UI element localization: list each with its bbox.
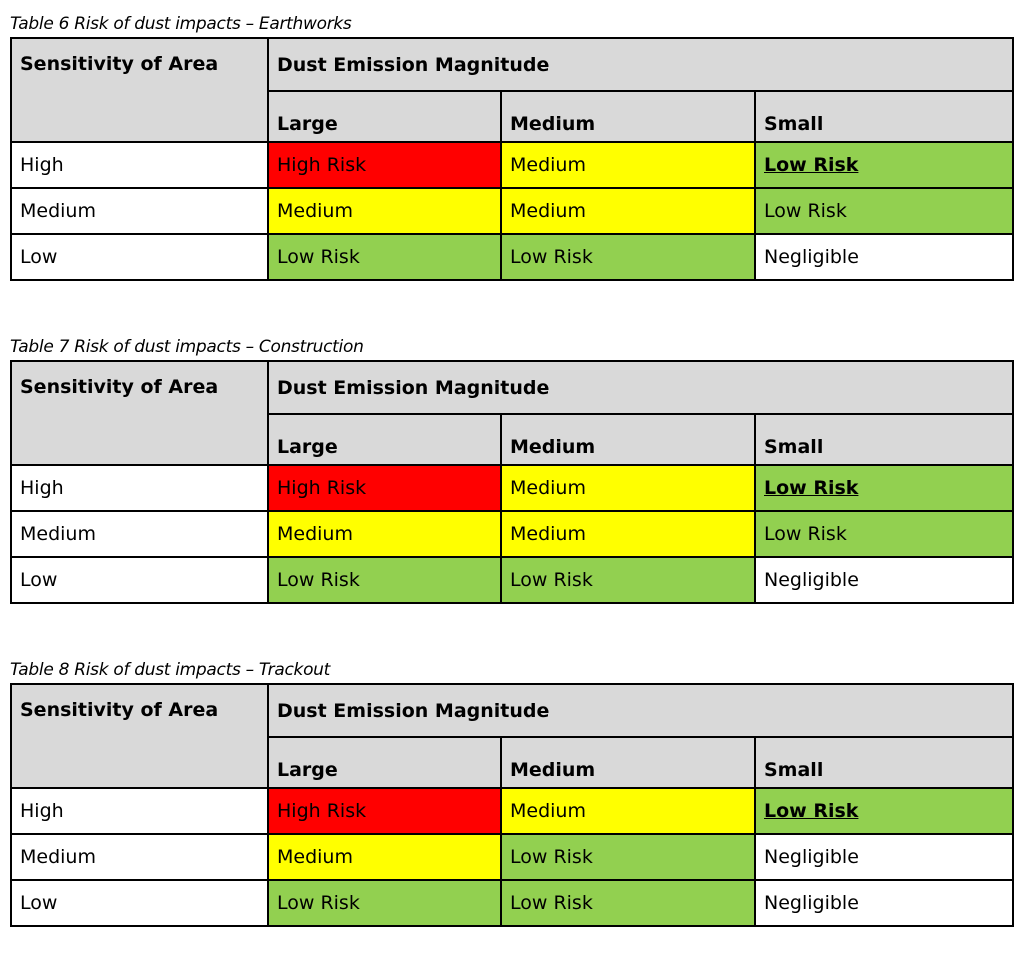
row-label: High (10, 141, 269, 189)
column-header: Medium (500, 413, 756, 466)
row-label: High (10, 464, 269, 512)
risk-cell: Low Risk (500, 556, 756, 604)
risk-cell: Medium (267, 510, 502, 558)
risk-cell: Low Risk (500, 879, 756, 927)
column-header: Medium (500, 90, 756, 143)
data-row: Medium Medium Medium Low Risk (10, 187, 1014, 235)
data-row: Low Low Risk Low Risk Negligible (10, 233, 1014, 281)
risk-table: Sensitivity of Area Dust Emission Magnitu… (10, 682, 1014, 927)
risk-cell: Medium (267, 187, 502, 235)
table-block: Table 6 Risk of dust impacts – Earthwork… (10, 12, 1014, 281)
row-header: Sensitivity of Area (10, 683, 269, 789)
row-label: High (10, 787, 269, 835)
risk-cell: Negligible (754, 233, 1014, 281)
data-row: Medium Medium Medium Low Risk (10, 510, 1014, 558)
risk-cell: Medium (500, 510, 756, 558)
data-row: High High Risk Medium Low Risk (10, 787, 1014, 835)
column-header: Large (267, 413, 502, 466)
row-label: Medium (10, 833, 269, 881)
table-block: Table 7 Risk of dust impacts – Construct… (10, 335, 1014, 604)
column-header: Small (754, 413, 1014, 466)
table-caption: Table 6 Risk of dust impacts – Earthwork… (10, 14, 352, 34)
risk-cell: High Risk (267, 464, 502, 512)
risk-cell: Low Risk (754, 187, 1014, 235)
risk-cell: Negligible (754, 833, 1014, 881)
risk-cell: Low Risk (267, 233, 502, 281)
risk-cell: Medium (500, 141, 756, 189)
column-header: Medium (500, 736, 756, 789)
column-header: Small (754, 90, 1014, 143)
risk-cell: Medium (267, 833, 502, 881)
group-header: Dust Emission Magnitude (267, 682, 1014, 739)
row-label: Low (10, 879, 269, 927)
risk-cell: Medium (500, 787, 756, 835)
row-label: Low (10, 556, 269, 604)
risk-cell: Low Risk (754, 464, 1014, 512)
risk-cell: Low Risk (754, 141, 1014, 189)
row-header: Sensitivity of Area (10, 360, 269, 466)
row-header: Sensitivity of Area (10, 37, 269, 143)
data-row: Medium Medium Low Risk Negligible (10, 833, 1014, 881)
header-row: Sensitivity of Area Dust Emission Magnitu… (10, 359, 1014, 466)
risk-cell: Low Risk (754, 510, 1014, 558)
risk-cell: Medium (500, 464, 756, 512)
risk-table: Sensitivity of Area Dust Emission Magnitu… (10, 359, 1014, 604)
risk-table: Sensitivity of Area Dust Emission Magnitu… (10, 36, 1014, 281)
risk-cell: Low Risk (500, 233, 756, 281)
risk-cell: Low Risk (267, 556, 502, 604)
header-row: Large Medium Small (11, 736, 1014, 789)
column-header: Large (267, 736, 502, 789)
risk-cell: High Risk (267, 787, 502, 835)
table-caption: Table 8 Risk of dust impacts – Trackout (10, 660, 331, 680)
risk-cell: High Risk (267, 141, 502, 189)
row-label: Low (10, 233, 269, 281)
data-row: Low Low Risk Low Risk Negligible (10, 879, 1014, 927)
header-row: Sensitivity of Area Dust Emission Magnitu… (10, 682, 1014, 789)
risk-cell: Negligible (754, 556, 1014, 604)
header-row: Sensitivity of Area Dust Emission Magnitu… (10, 36, 1014, 143)
header-row: Large Medium Small (11, 90, 1014, 143)
risk-cell: Medium (500, 187, 756, 235)
data-row: Low Low Risk Low Risk Negligible (10, 556, 1014, 604)
table-caption: Table 7 Risk of dust impacts – Construct… (10, 337, 364, 357)
group-header: Dust Emission Magnitude (267, 36, 1014, 93)
row-label: Medium (10, 187, 269, 235)
row-label: Medium (10, 510, 269, 558)
data-row: High High Risk Medium Low Risk (10, 141, 1014, 189)
risk-cell: Low Risk (267, 879, 502, 927)
risk-cell: Low Risk (754, 787, 1014, 835)
group-header: Dust Emission Magnitude (267, 359, 1014, 416)
column-header: Small (754, 736, 1014, 789)
data-row: High High Risk Medium Low Risk (10, 464, 1014, 512)
table-block: Table 8 Risk of dust impacts – Trackout S… (10, 658, 1014, 927)
header-row: Large Medium Small (11, 413, 1014, 466)
column-header: Large (267, 90, 502, 143)
risk-cell: Low Risk (500, 833, 756, 881)
risk-cell: Negligible (754, 879, 1014, 927)
